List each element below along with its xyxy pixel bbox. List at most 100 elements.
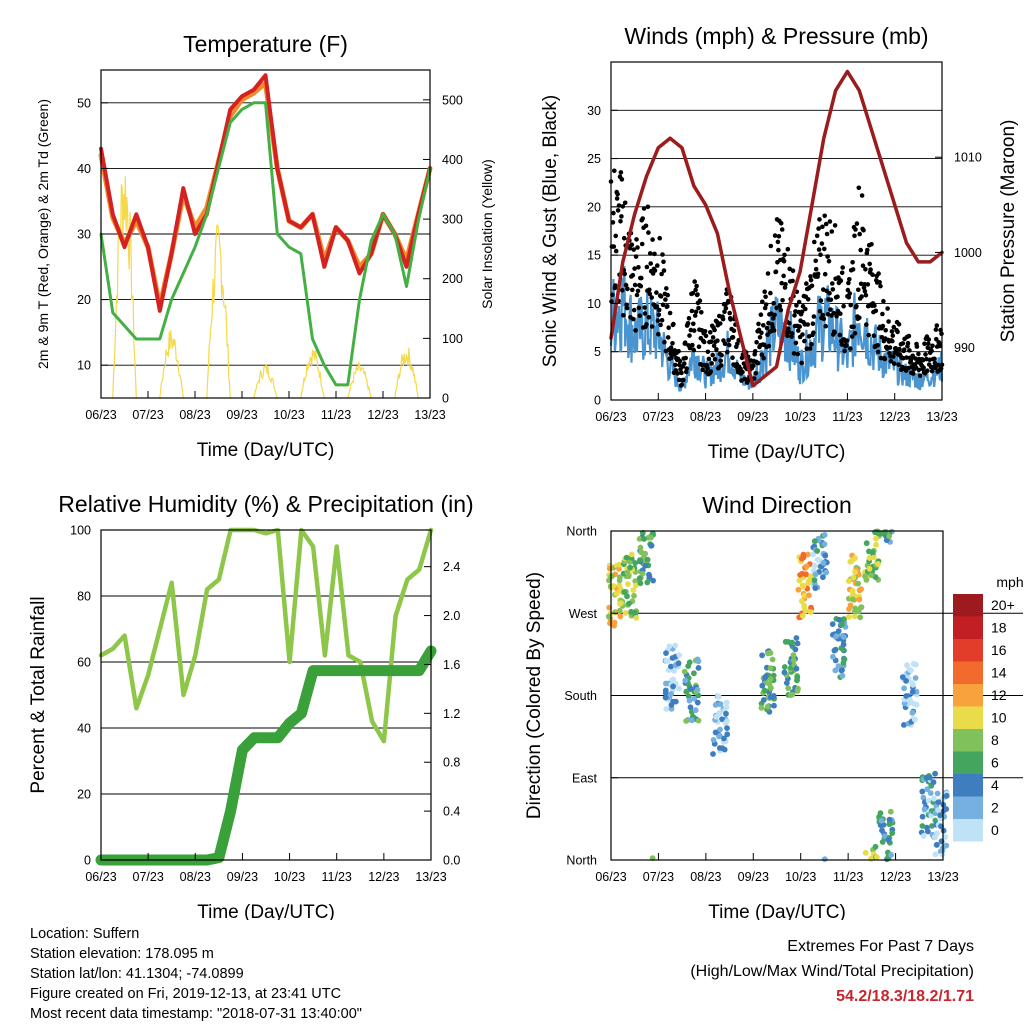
direction-point — [886, 533, 892, 540]
gust-point — [772, 233, 778, 238]
x-tick-label: 06/23 — [595, 410, 626, 424]
gust-point — [670, 341, 675, 346]
gust-point — [832, 330, 837, 335]
gust-point — [891, 361, 897, 367]
extremes-values: 54.2/18.3/18.2/1.71 — [836, 988, 974, 1005]
x-tick-label: 07/23 — [643, 410, 674, 424]
direction-point — [820, 574, 826, 581]
direction-point — [724, 731, 731, 738]
direction-point — [760, 697, 767, 703]
direction-point — [829, 621, 836, 627]
gust-point — [692, 313, 698, 318]
gust-point — [619, 177, 625, 182]
gust-point — [722, 341, 728, 347]
gust-point — [822, 271, 828, 277]
direction-point — [910, 681, 916, 688]
gust-point — [865, 282, 871, 287]
gust-point — [848, 346, 853, 351]
gust-point — [646, 230, 651, 235]
gust-point — [815, 271, 821, 277]
gust-point — [857, 315, 862, 321]
y2-tick-label: 0.0 — [443, 854, 460, 868]
gust-point — [925, 368, 930, 374]
direction-point — [907, 697, 913, 703]
direction-point — [811, 538, 818, 544]
direction-point — [852, 555, 858, 562]
x-tick-label: 06/23 — [85, 408, 116, 422]
gust-point — [933, 327, 939, 332]
direction-point — [617, 613, 624, 620]
direction-point — [822, 552, 829, 559]
gust-point — [785, 333, 790, 339]
gust-point — [683, 355, 688, 361]
gust-point — [632, 282, 638, 288]
gust-point — [875, 349, 881, 355]
gust-point — [896, 362, 901, 367]
x-tick-label: 10/23 — [785, 870, 816, 884]
gust-point — [841, 303, 846, 309]
x-tick-label: 07/23 — [132, 408, 163, 422]
gust-point — [665, 304, 670, 309]
gust-point — [706, 356, 712, 362]
gust-point — [730, 355, 735, 361]
gust-point — [886, 319, 891, 324]
gust-point — [730, 335, 736, 340]
gust-point — [905, 340, 911, 346]
gust-point — [929, 348, 934, 354]
direction-point — [835, 628, 842, 634]
gust-point — [923, 352, 928, 357]
y-tick-label: 15 — [587, 249, 601, 263]
gust-point — [805, 297, 811, 302]
gust-point — [799, 360, 804, 366]
gust-point — [731, 328, 737, 334]
direction-point — [695, 717, 702, 724]
gust-point — [839, 342, 845, 347]
y-tick-label: 20 — [77, 788, 91, 802]
gust-point — [765, 271, 771, 276]
gust-point — [682, 340, 688, 346]
location-text: Location: Suffern — [30, 926, 140, 942]
direction-point — [687, 686, 694, 692]
direction-point — [935, 807, 941, 813]
direction-point — [627, 564, 633, 571]
gust-point — [652, 268, 658, 273]
gust-point — [776, 234, 782, 239]
direction-point — [866, 565, 873, 572]
colorbar-label: 6 — [991, 755, 999, 771]
direction-point — [618, 600, 624, 606]
gust-point — [710, 335, 716, 340]
gust-point — [654, 290, 659, 295]
direction-point — [790, 657, 797, 664]
direction-point — [877, 822, 884, 829]
gust-point — [877, 280, 882, 285]
gust-point — [880, 311, 885, 317]
direction-point — [695, 665, 702, 671]
gust-point — [891, 324, 897, 330]
gust-point — [825, 254, 830, 259]
gust-point — [808, 274, 813, 279]
gust-point — [890, 333, 896, 338]
gust-point — [691, 347, 697, 353]
gust-point — [631, 307, 637, 313]
gust-point — [686, 316, 692, 321]
direction-point — [801, 592, 808, 599]
gust-point — [676, 348, 681, 354]
direction-point — [869, 549, 876, 556]
gust-point — [642, 305, 647, 310]
gust-point — [658, 322, 663, 328]
gust-point — [930, 343, 935, 349]
plot-frame — [610, 530, 944, 861]
gust-point — [689, 308, 695, 314]
direction-point — [866, 555, 873, 561]
gust-point — [816, 226, 821, 231]
gust-point — [726, 298, 731, 304]
gust-point — [741, 361, 747, 366]
plot-frame — [100, 529, 432, 861]
gust-point — [687, 333, 692, 338]
gust-point — [857, 231, 862, 237]
gust-point — [668, 345, 674, 351]
gust-point — [901, 347, 907, 353]
solar-line — [300, 349, 325, 399]
gust-point — [710, 352, 715, 358]
gust-point — [692, 279, 697, 284]
